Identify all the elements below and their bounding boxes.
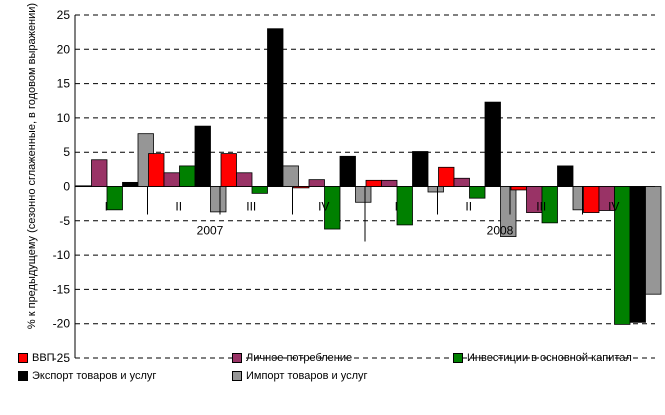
bar — [557, 165, 574, 187]
bar — [163, 172, 180, 187]
y-axis-label: % к предыдущему (сезонно сглаженные, в г… — [26, 2, 38, 330]
bar — [236, 172, 253, 187]
y-tick-label: 0 — [63, 180, 70, 194]
bar — [282, 165, 299, 187]
bar — [427, 186, 444, 193]
bar — [251, 186, 268, 194]
y-tick-label: 15 — [57, 77, 71, 91]
bar — [75, 185, 92, 188]
bar — [122, 181, 139, 187]
bar — [355, 186, 372, 203]
bar — [453, 177, 470, 187]
bar — [210, 186, 227, 213]
bar — [541, 186, 558, 224]
y-tick-label: -25 — [53, 351, 71, 365]
bar — [339, 155, 356, 187]
bar — [293, 186, 310, 189]
x-tick-label: III — [536, 200, 546, 214]
x-tick-label: II — [465, 200, 472, 214]
year-label: 2008 — [487, 224, 514, 238]
bar — [510, 186, 527, 191]
y-tick-label: 25 — [57, 8, 71, 22]
x-tick-label: IV — [318, 200, 329, 214]
bar — [308, 179, 325, 187]
bar — [469, 186, 486, 199]
y-tick-label: 20 — [57, 42, 71, 56]
bar — [365, 179, 382, 187]
bar — [267, 28, 284, 187]
year-label: 2007 — [197, 224, 224, 238]
bar — [148, 153, 165, 187]
y-tick-label: -10 — [53, 248, 71, 262]
bar — [381, 179, 398, 187]
y-tick-label: -15 — [53, 282, 71, 296]
bar — [324, 186, 341, 230]
bar — [106, 186, 123, 211]
y-tick-label: -5 — [59, 214, 70, 228]
y-tick-label: 5 — [63, 145, 70, 159]
bar — [500, 186, 517, 237]
bar — [583, 186, 600, 213]
bar — [645, 186, 662, 295]
x-tick-label: I — [105, 200, 108, 214]
bar — [412, 151, 429, 187]
bar — [194, 125, 211, 187]
bar — [179, 165, 196, 187]
bar — [220, 153, 237, 187]
x-tick-label: II — [175, 200, 182, 214]
y-tick-label: -20 — [53, 317, 71, 331]
x-tick-label: III — [246, 200, 256, 214]
bar — [438, 166, 455, 187]
bar — [629, 186, 646, 323]
bar — [91, 159, 108, 187]
x-tick-label: I — [395, 200, 398, 214]
bar — [396, 186, 413, 226]
y-tick-label: 10 — [57, 111, 71, 125]
bar — [484, 101, 501, 187]
x-tick-label: IV — [608, 200, 619, 214]
